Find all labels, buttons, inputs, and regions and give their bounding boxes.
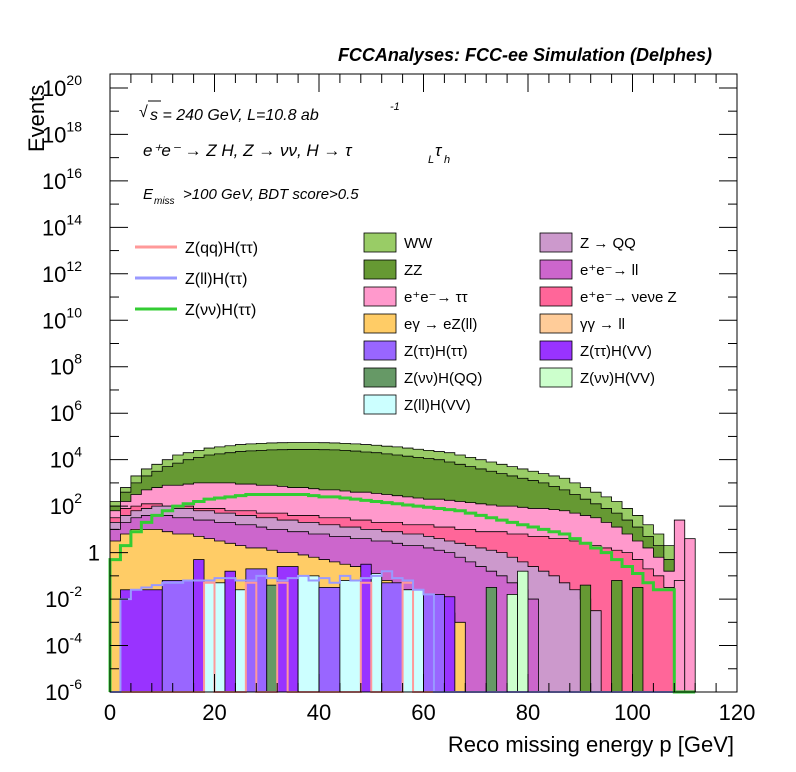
bar-7 — [266, 584, 278, 693]
bar-21 — [579, 584, 592, 693]
legend-label: Z(ττ)H(ττ) — [404, 343, 468, 360]
bar-10 — [318, 587, 341, 693]
process-sub2: h — [444, 154, 450, 166]
x-tick-label: 0 — [104, 700, 116, 725]
process-text: e⁺e⁻ → Z H, Z → νν, H → τ — [143, 141, 353, 160]
x-axis-label: Reco missing energy p [GeV] — [448, 732, 734, 757]
bar-14 — [381, 582, 404, 693]
legend-swatch — [363, 394, 397, 415]
energy-annotation: √ s = 240 GeV, L=10.8 ab -1 — [139, 100, 400, 124]
y-tick-label: 108 — [50, 351, 82, 380]
legend-line-label: Z(qq)H(ττ) — [185, 240, 258, 257]
bar-17 — [443, 596, 456, 693]
bar-4 — [224, 570, 236, 693]
y-tick-label: 1018 — [42, 118, 82, 147]
legend-label: ZZ — [404, 262, 422, 279]
cut-text: >100 GeV, BDT score>0.5 — [183, 186, 359, 203]
legend-swatch — [539, 367, 573, 388]
legend-swatch — [539, 259, 573, 280]
y-tick-label: 10-2 — [45, 583, 82, 612]
legend-swatch — [363, 286, 397, 307]
legend-label: Z(νν)H(QQ) — [404, 370, 482, 387]
legend-line-label: Z(νν)H(ττ) — [185, 302, 256, 319]
y-tick-label: 1014 — [42, 211, 82, 240]
y-tick-label: 1 — [88, 541, 100, 566]
sqrt-s-text: s = 240 GeV, L=10.8 ab — [150, 107, 319, 124]
legend-label: eγ → eZ(ll) — [404, 316, 477, 333]
bar-1 — [161, 580, 195, 693]
legend-swatch — [363, 367, 397, 388]
x-tick-label: 120 — [719, 700, 756, 725]
x-tick-label: 100 — [614, 700, 651, 725]
y-axis-label: Events — [24, 85, 49, 152]
legend-label: WW — [404, 235, 433, 252]
legend-label: Z(νν)H(VV) — [580, 370, 655, 387]
emiss-sub: miss — [154, 196, 175, 207]
cut-annotation: E miss >100 GeV, BDT score>0.5 — [143, 186, 359, 207]
process-sub1: L — [428, 154, 434, 166]
legend-swatch — [363, 259, 397, 280]
legend-label: Z(ll)H(VV) — [404, 397, 471, 414]
process-tau: τ — [435, 141, 443, 160]
bar-13 — [370, 573, 383, 693]
legend-label: e⁺e⁻→ ττ — [404, 289, 468, 306]
bar-23 — [632, 587, 644, 693]
legend-label: e⁺e⁻→ ll — [580, 262, 638, 279]
plot-area — [108, 442, 696, 694]
legend: Z(qq)H(ττ) Z(ll)H(ττ) Z(νν)H(ττ) WW ZZ e⁺e⁻→ … — [135, 232, 677, 415]
legend-label: γγ → ll — [580, 316, 625, 333]
legend-label: e⁺e⁻→ νeνe Z — [580, 289, 677, 306]
bar-9 — [297, 575, 320, 693]
line-zvv-htautau — [108, 493, 696, 694]
legend-label: Z(ττ)H(VV) — [580, 343, 652, 360]
bar-18 — [485, 587, 498, 693]
y-tick-label: 106 — [50, 397, 82, 426]
y-tick-label: 10-4 — [45, 630, 82, 659]
lumi-exponent: -1 — [390, 101, 400, 113]
legend-swatch — [539, 313, 573, 334]
bar-11 — [339, 580, 362, 693]
bar-20 — [517, 570, 529, 693]
bar-19 — [506, 594, 518, 693]
sqrt-symbol: √ — [139, 104, 148, 121]
legend-swatch — [539, 232, 573, 253]
chart-title: FCCAnalyses: FCC-ee Simulation (Delphes) — [338, 45, 712, 65]
x-tick-label: 40 — [307, 700, 331, 725]
y-tick-label: 104 — [50, 444, 82, 473]
process-annotation: e⁺e⁻ → Z H, Z → νν, H → τ L τ h — [143, 141, 450, 166]
y-tick-label: 10-6 — [45, 676, 82, 705]
bar-2 — [193, 559, 205, 693]
bar-22 — [611, 580, 623, 693]
y-tick-label: 1010 — [42, 304, 82, 333]
y-tick-label: 102 — [50, 490, 82, 519]
legend-line-label: Z(ll)H(ττ) — [185, 271, 247, 288]
emiss-text: E — [143, 186, 154, 203]
legend-swatch — [539, 340, 573, 361]
legend-swatch — [363, 340, 397, 361]
bar-24 — [673, 580, 686, 693]
x-axis: 0 20 40 60 80 100 120 — [104, 74, 755, 725]
bar-0 — [120, 589, 163, 693]
x-tick-label: 80 — [516, 700, 540, 725]
y-tick-label: 1020 — [42, 72, 82, 101]
bar-25 — [684, 538, 696, 693]
legend-label: Z → QQ — [580, 235, 636, 252]
x-tick-label: 60 — [411, 700, 435, 725]
legend-swatch — [539, 286, 573, 307]
legend-swatch — [363, 232, 397, 253]
legend-swatch — [363, 313, 397, 334]
y-tick-label: 1016 — [42, 165, 82, 194]
x-tick-label: 20 — [202, 700, 226, 725]
bar-5 — [234, 589, 247, 693]
y-tick-label: 1012 — [42, 258, 82, 287]
